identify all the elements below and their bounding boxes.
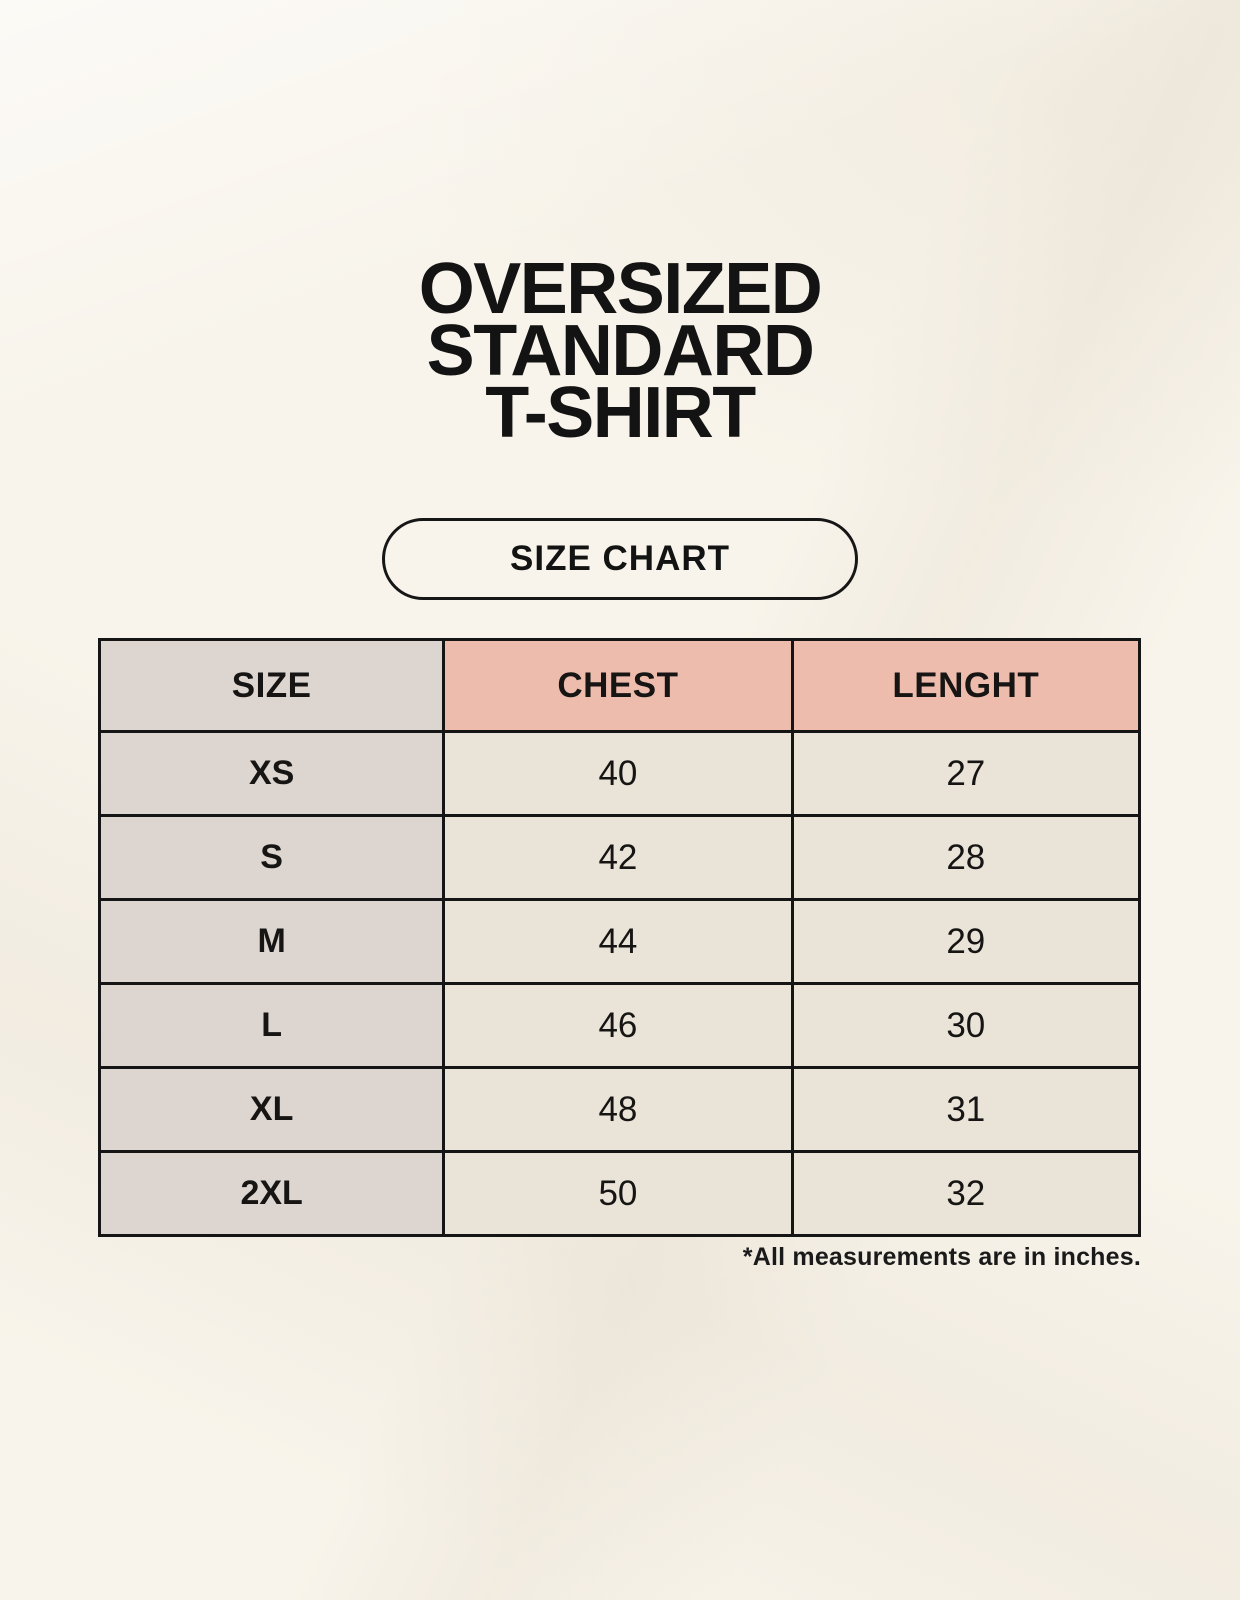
column-header-size: SIZE (97, 638, 446, 733)
chest-value: 48 (442, 1066, 794, 1153)
size-label: M (97, 898, 446, 985)
length-value: 30 (790, 982, 1142, 1069)
length-value: 28 (790, 814, 1142, 901)
chest-value: 46 (442, 982, 794, 1069)
table-row-s: S 42 28 (97, 814, 1142, 901)
length-value: 29 (790, 898, 1142, 985)
length-value: 32 (790, 1150, 1142, 1237)
chest-value: 50 (442, 1150, 794, 1237)
size-table-container: SIZE CHEST LENGHT XS 40 27 S 42 28 M (97, 638, 1142, 1237)
size-chart-button[interactable]: SIZE CHART (382, 518, 858, 600)
length-value: 31 (790, 1066, 1142, 1153)
page-title-line-3: T-SHIRT (485, 373, 756, 453)
page-title: OVERSIZED STANDARD T-SHIRT (0, 249, 1240, 453)
size-chart-button-label: SIZE CHART (510, 539, 730, 578)
size-label: S (97, 814, 446, 901)
chest-value: 44 (442, 898, 794, 985)
chest-value: 40 (442, 730, 794, 817)
page-title-line-1: OVERSIZED (418, 249, 823, 329)
page-title-line-2: STANDARD (426, 311, 815, 391)
table-row-2xl: 2XL 50 32 (97, 1150, 1142, 1237)
column-header-chest: CHEST (442, 638, 794, 733)
chest-value: 42 (442, 814, 794, 901)
size-label: XL (97, 1066, 446, 1153)
table-row-xl: XL 48 31 (97, 1066, 1142, 1153)
table-row-l: L 46 30 (97, 982, 1142, 1069)
length-value: 27 (790, 730, 1142, 817)
table-header-row: SIZE CHEST LENGHT (97, 638, 1142, 733)
size-label: 2XL (97, 1150, 446, 1237)
table-row-xs: XS 40 27 (97, 730, 1142, 817)
size-label: L (97, 982, 446, 1069)
column-header-length: LENGHT (790, 638, 1142, 733)
size-table: SIZE CHEST LENGHT XS 40 27 S 42 28 M (97, 638, 1142, 1237)
size-label: XS (97, 730, 446, 817)
table-row-m: M 44 29 (97, 898, 1142, 985)
measurements-footnote: *All measurements are in inches. (742, 1243, 1141, 1271)
